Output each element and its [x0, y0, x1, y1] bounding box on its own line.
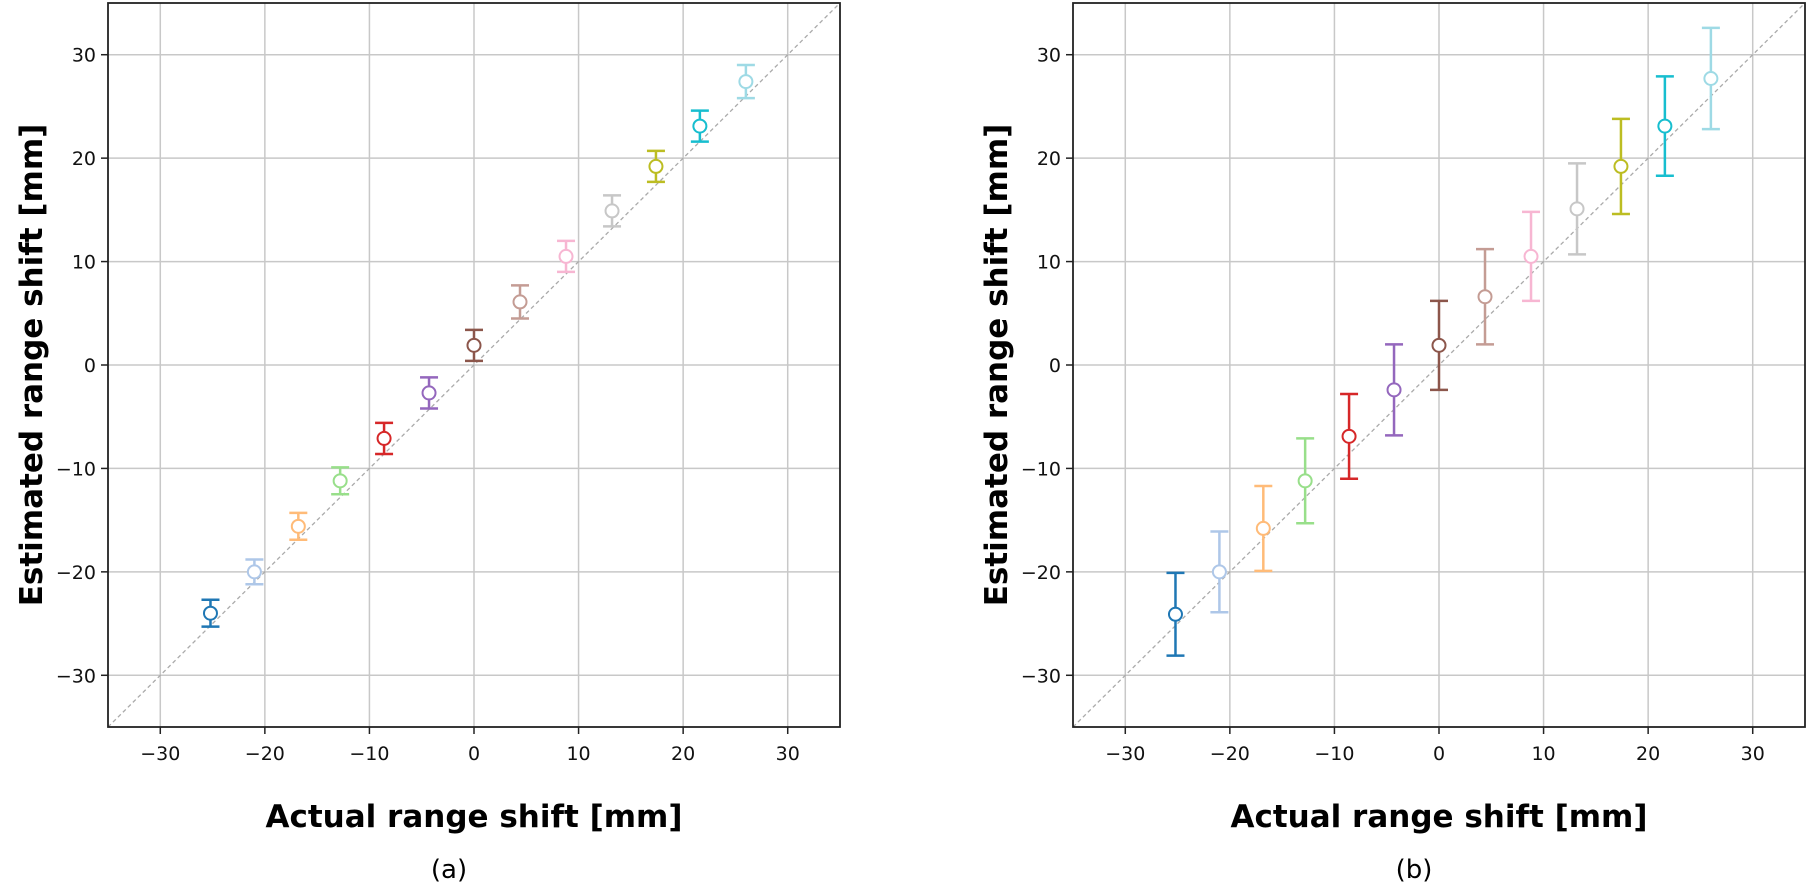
data-point — [201, 598, 220, 628]
data-point — [245, 558, 264, 586]
data-point — [603, 194, 622, 228]
point-marker — [1341, 428, 1357, 444]
data-points — [201, 63, 755, 628]
data-point — [511, 284, 530, 320]
y-tick-label: 30 — [72, 45, 96, 67]
data-point — [1210, 530, 1229, 614]
y-tick-label: −10 — [56, 458, 96, 480]
y-tick-label: 20 — [1037, 148, 1061, 170]
data-point — [646, 149, 665, 184]
point-marker — [332, 473, 348, 489]
point-marker — [421, 385, 437, 401]
chart-a-svg: −30 −20 −10 0 10 20 30 −30 −20 −10 0 10 20 30 Actual r… — [14, 2, 841, 885]
y-tick-label: −20 — [1021, 562, 1061, 584]
data-point — [1476, 247, 1495, 346]
x-tick-label: −10 — [349, 743, 389, 765]
data-point — [420, 376, 439, 410]
point-marker — [1431, 337, 1447, 353]
point-marker — [738, 74, 754, 90]
x-tick-label: 30 — [1741, 743, 1765, 765]
point-marker — [1167, 606, 1183, 622]
point-marker — [604, 203, 620, 219]
x-tick-label: −10 — [1314, 743, 1354, 765]
data-point — [1296, 437, 1315, 525]
data-point — [1655, 75, 1674, 177]
point-marker — [246, 564, 262, 580]
data-point — [375, 421, 394, 456]
grid — [108, 3, 840, 727]
point-marker — [1523, 248, 1539, 264]
data-point — [1340, 392, 1359, 481]
y-tick-label: 10 — [72, 252, 96, 274]
y-tick-label: −10 — [1021, 458, 1061, 480]
data-point — [289, 511, 308, 542]
data-point — [1166, 571, 1185, 657]
panel-caption: (a) — [431, 855, 467, 885]
point-marker — [1297, 473, 1313, 489]
data-point — [1430, 299, 1448, 392]
panel-caption: (b) — [1396, 855, 1433, 885]
data-point — [465, 328, 483, 363]
x-tick-label: −30 — [1105, 743, 1145, 765]
y-tick-label: −30 — [1021, 665, 1061, 687]
grid — [1073, 3, 1805, 727]
point-marker — [1657, 118, 1673, 134]
ticks: −30 −20 −10 0 10 20 30 −30 −20 −10 0 10 20 30 — [1021, 45, 1765, 765]
x-tick-label: −20 — [245, 743, 285, 765]
x-tick-label: 0 — [1433, 743, 1445, 765]
point-marker — [692, 118, 708, 134]
data-point — [1611, 117, 1630, 216]
data-point — [1385, 343, 1404, 437]
point-marker — [290, 518, 306, 534]
y-tick-label: 30 — [1037, 45, 1061, 67]
x-tick-label: 10 — [1531, 743, 1555, 765]
point-marker — [202, 605, 218, 621]
data-point — [1568, 162, 1587, 256]
data-point — [331, 466, 350, 496]
point-marker — [466, 337, 482, 353]
x-tick-label: 30 — [776, 743, 800, 765]
y-tick-label: 10 — [1037, 252, 1061, 274]
point-marker — [1211, 564, 1227, 580]
ticks: −30 −20 −10 0 10 20 30 −30 −20 −10 0 10 20 30 — [56, 45, 800, 765]
data-point — [690, 109, 709, 143]
point-marker — [1703, 71, 1719, 87]
y-tick-label: −30 — [56, 665, 96, 687]
point-marker — [1569, 201, 1585, 217]
point-marker — [558, 248, 574, 264]
y-axis-label: Estimated range shift [mm] — [979, 124, 1015, 607]
y-tick-label: 0 — [84, 355, 96, 377]
identity-line — [107, 2, 841, 728]
data-point — [1701, 26, 1720, 131]
data-point — [1254, 484, 1273, 573]
x-axis-label: Actual range shift [mm] — [1230, 799, 1647, 835]
point-marker — [1477, 289, 1493, 305]
data-point — [736, 63, 755, 100]
x-tick-label: 10 — [566, 743, 590, 765]
x-axis-label: Actual range shift [mm] — [265, 799, 682, 835]
chart-panel-a: −30 −20 −10 0 10 20 30 −30 −20 −10 0 10 20 30 Actual r… — [0, 0, 852, 890]
y-axis-label: Estimated range shift [mm] — [14, 124, 50, 607]
data-point — [557, 239, 576, 274]
x-tick-label: 20 — [1636, 743, 1660, 765]
x-tick-label: 20 — [671, 743, 695, 765]
point-marker — [648, 158, 664, 174]
x-tick-label: 0 — [468, 743, 480, 765]
y-tick-label: 0 — [1049, 355, 1061, 377]
x-tick-label: −20 — [1210, 743, 1250, 765]
chart-panel-b: −30 −20 −10 0 10 20 30 −30 −20 −10 0 10 20 30 Actual r… — [965, 0, 1817, 890]
data-point — [1522, 210, 1541, 303]
chart-b-svg: −30 −20 −10 0 10 20 30 −30 −20 −10 0 10 20 30 Actual r… — [979, 2, 1806, 885]
point-marker — [376, 430, 392, 446]
point-marker — [1255, 520, 1271, 536]
point-marker — [1613, 158, 1629, 174]
point-marker — [512, 294, 528, 310]
y-tick-label: 20 — [72, 148, 96, 170]
x-tick-label: −30 — [140, 743, 180, 765]
y-tick-label: −20 — [56, 562, 96, 584]
data-points — [1166, 26, 1720, 657]
point-marker — [1386, 382, 1402, 398]
